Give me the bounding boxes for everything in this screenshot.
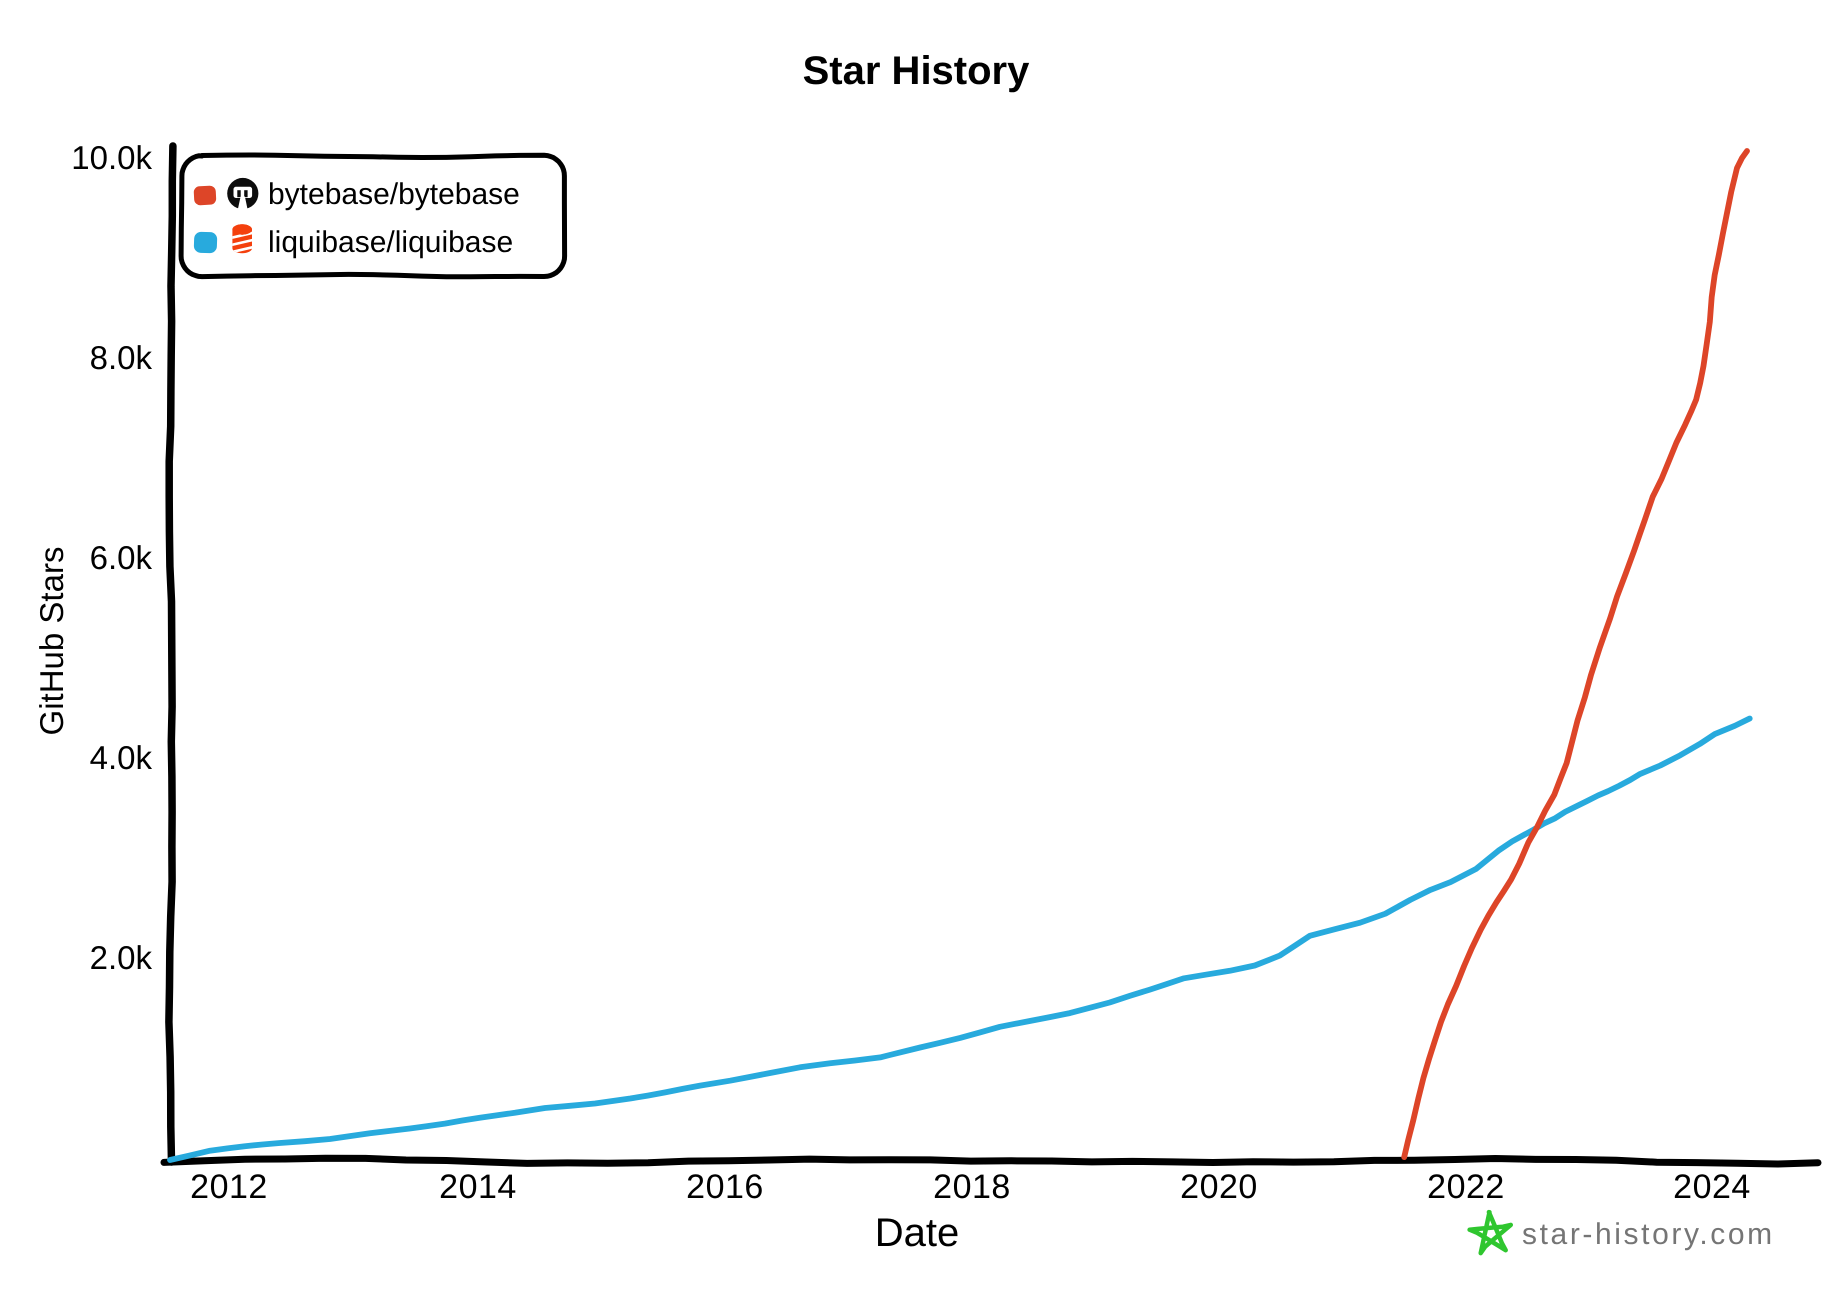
svg-text:Date: Date <box>875 1211 960 1255</box>
svg-text:2022: 2022 <box>1427 1168 1505 1206</box>
svg-text:GitHub Stars: GitHub Stars <box>33 547 70 736</box>
svg-text:Star History: Star History <box>803 49 1030 93</box>
svg-text:liquibase/liquibase: liquibase/liquibase <box>268 226 513 259</box>
svg-text:2024: 2024 <box>1673 1168 1751 1206</box>
svg-text:2020: 2020 <box>1180 1168 1258 1206</box>
svg-text:8.0k: 8.0k <box>90 339 153 376</box>
svg-text:6.0k: 6.0k <box>90 539 153 576</box>
svg-text:2.0k: 2.0k <box>90 939 153 976</box>
svg-text:bytebase/bytebase: bytebase/bytebase <box>268 178 520 211</box>
svg-text:2014: 2014 <box>439 1168 517 1206</box>
svg-text:4.0k: 4.0k <box>90 739 153 776</box>
svg-text:10.0k: 10.0k <box>71 139 152 176</box>
svg-text:2018: 2018 <box>933 1168 1011 1206</box>
svg-text:star-history.com: star-history.com <box>1522 1218 1775 1251</box>
svg-text:2016: 2016 <box>686 1168 764 1206</box>
svg-text:2012: 2012 <box>190 1168 268 1206</box>
